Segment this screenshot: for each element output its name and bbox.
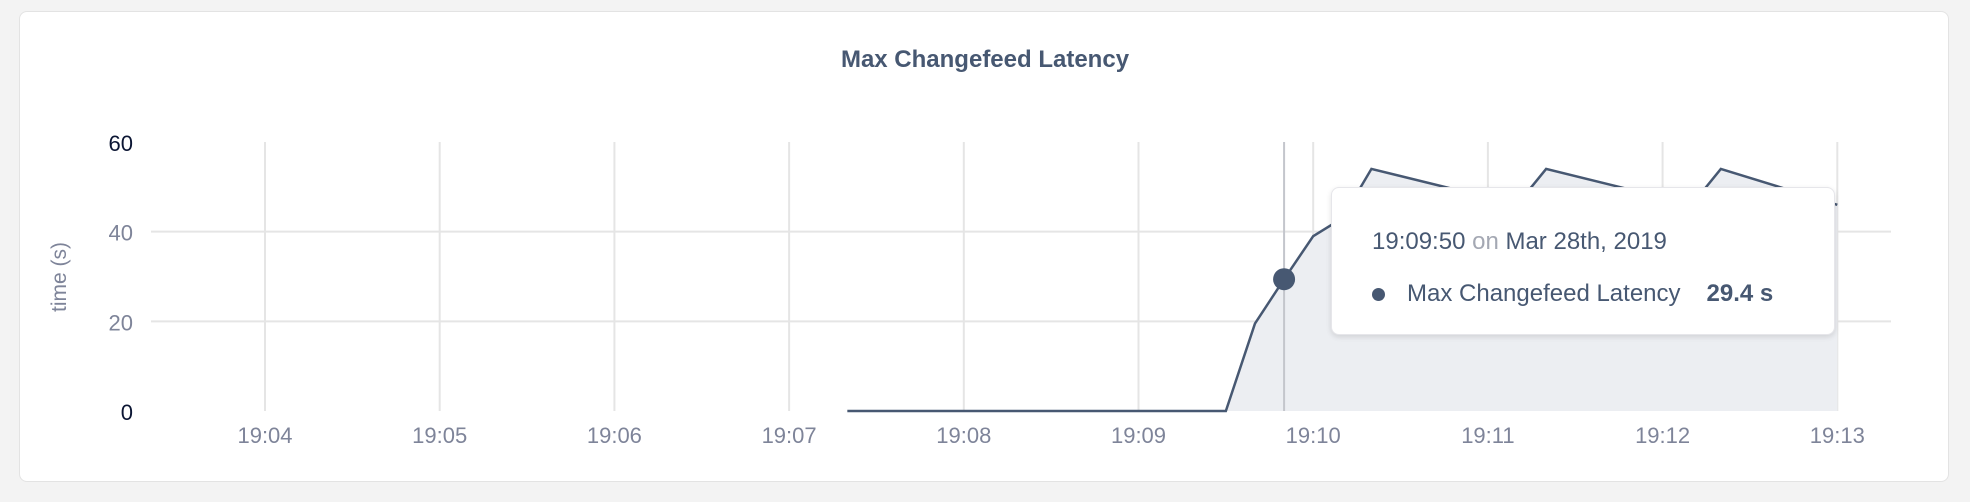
tooltip-date: Mar 28th, 2019	[1505, 228, 1667, 255]
x-tick-label: 19:12	[1635, 423, 1690, 448]
x-tick-label: 19:08	[936, 423, 991, 448]
x-tick-label: 19:04	[237, 423, 292, 448]
chart-title: Max Changefeed Latency	[840, 46, 1130, 73]
hover-marker	[1273, 268, 1296, 291]
x-tick-label: 19:07	[762, 423, 817, 448]
y-tick-label: 40	[109, 221, 133, 246]
x-tick-label: 19:09	[1111, 423, 1166, 448]
tooltip-timestamp: 19:09:50 on Mar 28th, 2019	[1372, 228, 1667, 256]
y-axis-label: time (s)	[48, 242, 71, 312]
y-tick-label: 60	[109, 131, 133, 156]
tooltip-series-row: Max Changefeed Latency 29.4 s	[1372, 280, 1773, 308]
series-dot-icon	[1372, 287, 1385, 301]
x-tick-label: 19:06	[587, 423, 642, 448]
tooltip-value: 29.4 s	[1706, 280, 1774, 307]
tooltip: 19:09:50 on Mar 28th, 2019 Max Changefee…	[1331, 187, 1835, 335]
x-tick-label: 19:13	[1810, 423, 1865, 448]
y-tick-label: 0	[121, 400, 133, 425]
x-tick-label: 19:11	[1461, 423, 1514, 448]
tooltip-series-name: Max Changefeed Latency	[1407, 280, 1681, 307]
x-tick-label: 19:10	[1286, 423, 1341, 448]
tooltip-on: on	[1472, 228, 1499, 255]
x-tick-label: 19:05	[412, 423, 467, 448]
y-tick-label: 20	[109, 310, 133, 335]
tooltip-time: 19:09:50	[1372, 228, 1466, 255]
